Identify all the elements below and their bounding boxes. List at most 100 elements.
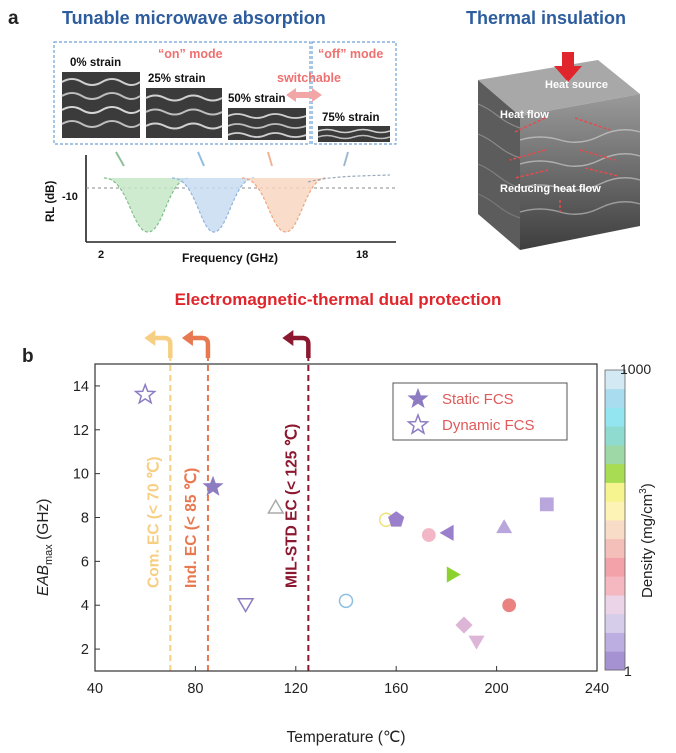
legend-static-marker	[407, 387, 429, 409]
y-axis-title-sub: max	[43, 544, 55, 565]
foam-0-image	[61, 72, 141, 138]
colorbar-segment	[605, 445, 625, 465]
x-tick-label: 80	[187, 681, 203, 697]
x-tick-label: 160	[384, 681, 408, 697]
colorbar-segment	[605, 388, 625, 408]
heat-arrows	[509, 52, 619, 212]
data-point	[446, 566, 461, 583]
colorbar-segment	[605, 501, 625, 521]
dual-protection-banner: Electromagnetic-thermal dual protection	[175, 290, 502, 309]
colorbar-segment	[605, 520, 625, 540]
rl-y-label: RL (dB)	[45, 181, 57, 222]
data-point	[455, 616, 473, 634]
y-axis-title: EABmax (GHz)	[35, 499, 55, 596]
legend: Static FCS Dynamic FCS	[392, 382, 568, 441]
panel-a-label: a	[8, 8, 19, 29]
colorbar-segment	[605, 651, 625, 671]
data-point	[202, 475, 224, 496]
threshold-arrowhead	[282, 330, 294, 346]
strain-label-75: 75% strain	[322, 112, 380, 124]
colorbar-segment	[605, 482, 625, 502]
on-mode-label: “on” mode	[158, 47, 223, 61]
strain-label-25: 25% strain	[148, 73, 206, 85]
legend-box	[392, 382, 568, 441]
y-tick-label: 12	[73, 423, 89, 439]
y-axis-title-unit: (GHz)	[35, 499, 52, 545]
y-tick-label: 10	[73, 467, 89, 483]
colorbar-segment	[605, 463, 625, 483]
colorbar-segment	[605, 557, 625, 577]
data-point	[496, 519, 513, 534]
threshold-arrow	[154, 335, 173, 358]
data-point	[421, 528, 436, 542]
switch-arrow	[286, 88, 322, 102]
threshold-label: Ind. EC (< 85 ℃)	[183, 468, 200, 588]
colorbar-title-sup: 3	[638, 488, 649, 494]
y-axis-title-main: EAB	[35, 565, 52, 596]
colorbar-segment	[605, 595, 625, 615]
foam-50-image	[227, 108, 307, 140]
colorbar-title: Density (mg/cm3)	[638, 483, 656, 598]
thermal-stack-image	[477, 60, 641, 250]
rl-x-min: 2	[98, 249, 104, 261]
data-point	[539, 497, 554, 512]
colorbar-bottom-label: 1	[624, 663, 632, 679]
y-axis: 2 4 6 8 10 12 14	[73, 379, 100, 658]
x-tick-label: 40	[87, 681, 103, 697]
switchable-label: switchable	[277, 71, 341, 85]
colorbar	[605, 370, 625, 671]
data-point	[439, 524, 454, 541]
rl-x-label: Frequency (GHz)	[182, 251, 278, 265]
rl-curve-off	[307, 174, 391, 183]
data-point	[236, 598, 255, 613]
y-tick-label: 14	[73, 379, 89, 395]
legend-static-star	[407, 387, 429, 409]
thresholds: Com. EC (< 70 ℃) Ind. EC (< 85 ℃) MIL-STD …	[144, 330, 311, 671]
x-tick-label: 240	[585, 681, 609, 697]
panel-b: b Com. EC (< 70 ℃) Ind. EC (< 85 ℃) MIL-ST…	[22, 330, 656, 746]
reducing-heat-flow-label: Reducing heat flow	[500, 183, 601, 195]
colorbar-top-label: 1000	[620, 361, 651, 377]
y-tick-label: 4	[81, 598, 89, 614]
panel-a: a Tunable microwave absorption Thermal i…	[8, 8, 641, 309]
rl-x-max: 18	[356, 249, 368, 261]
microwave-title: Tunable microwave absorption	[62, 8, 326, 28]
foam-75-image	[317, 126, 391, 142]
y-tick-label: 8	[81, 511, 89, 527]
colorbar-title-main: Density (mg/cm	[639, 494, 656, 598]
data-point	[388, 511, 405, 527]
data-points	[133, 382, 554, 650]
rl-curve-orange	[241, 177, 327, 233]
rl-curve-blue	[171, 177, 255, 233]
strain-label-0: 0% strain	[70, 57, 121, 69]
colorbar-segment	[605, 613, 625, 633]
legend-dynamic-label: Dynamic FCS	[442, 417, 535, 434]
heat-source-arrow	[554, 52, 582, 82]
x-tick-label: 120	[284, 681, 308, 697]
legend-static-label: Static FCS	[442, 391, 514, 408]
rl-tick-label: -10	[62, 191, 78, 203]
foam-25-image	[145, 88, 223, 138]
data-point	[133, 382, 157, 405]
data-point	[338, 593, 354, 609]
thermal-title: Thermal insulation	[466, 8, 626, 28]
panel-b-label: b	[22, 346, 34, 367]
x-axis: 40 80 120 160 200 240	[87, 666, 609, 697]
rl-plot: RL (dB) -10 Frequency (GHz) 2 18	[45, 155, 396, 265]
pointer-arrows	[115, 151, 349, 167]
off-mode-label: “off” mode	[318, 47, 383, 61]
threshold-arrow	[292, 335, 311, 358]
strain-label-50: 50% strain	[228, 93, 286, 105]
threshold-label: Com. EC (< 70 ℃)	[145, 456, 162, 588]
colorbar-segment	[605, 370, 625, 390]
colorbar-segment	[605, 407, 625, 427]
colorbar-title-end: )	[639, 483, 656, 488]
colorbar-segment	[605, 538, 625, 558]
colorbar-segment	[605, 426, 625, 446]
y-tick-label: 6	[81, 554, 89, 570]
heat-source-label: Heat source	[545, 79, 608, 91]
data-point	[468, 635, 485, 650]
heat-flow-label: Heat flow	[500, 109, 549, 121]
legend-dynamic-marker	[406, 412, 430, 435]
